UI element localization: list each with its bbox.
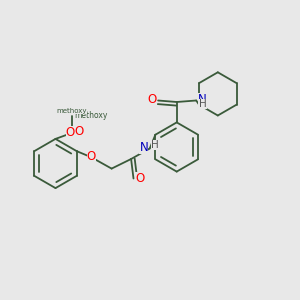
Text: H: H xyxy=(199,99,207,109)
Text: O: O xyxy=(66,126,75,140)
Text: O: O xyxy=(147,93,157,106)
Text: N: N xyxy=(198,93,206,106)
Text: O: O xyxy=(87,150,96,163)
Text: methoxy: methoxy xyxy=(74,111,108,120)
Text: N: N xyxy=(140,141,148,154)
Text: O: O xyxy=(74,125,84,139)
Text: O: O xyxy=(135,172,144,185)
Text: methoxy: methoxy xyxy=(57,108,87,114)
Text: H: H xyxy=(151,140,159,150)
